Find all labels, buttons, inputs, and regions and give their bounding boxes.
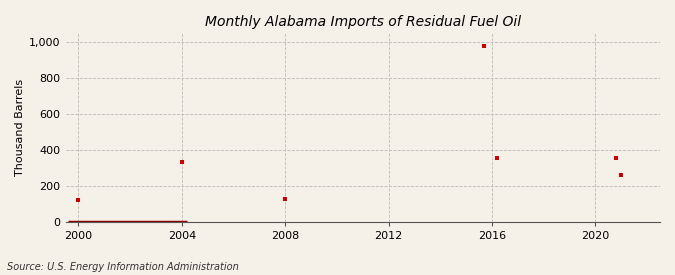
Title: Monthly Alabama Imports of Residual Fuel Oil: Monthly Alabama Imports of Residual Fuel… xyxy=(205,15,521,29)
Text: Source: U.S. Energy Information Administration: Source: U.S. Energy Information Administ… xyxy=(7,262,238,272)
Y-axis label: Thousand Barrels: Thousand Barrels xyxy=(15,79,25,176)
